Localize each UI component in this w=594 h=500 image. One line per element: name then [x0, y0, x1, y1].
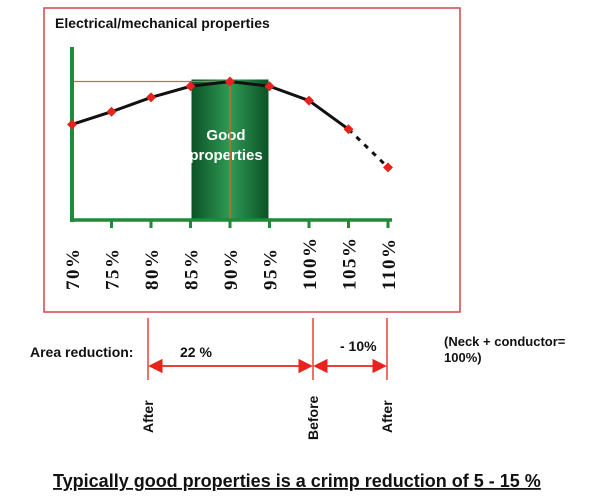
marker-before: Before: [305, 395, 321, 440]
data-point-80pct: [146, 92, 156, 103]
data-point-110pct: [383, 162, 393, 173]
band-label-good: Good: [206, 127, 245, 144]
chart-frame: [43, 7, 461, 313]
property-curve: [71, 79, 350, 131]
chart-title: Electrical/mechanical properties: [55, 15, 270, 31]
data-point-105pct: [343, 124, 354, 135]
x-tick-label-85pct: 85%: [182, 248, 203, 291]
band-label-properties: properties: [189, 147, 262, 164]
range-10-label: - 10%: [340, 338, 377, 354]
x-tick-label-95pct: 95%: [261, 248, 282, 291]
data-point-85pct: [185, 81, 196, 92]
x-tick-label-80pct: 80%: [142, 248, 163, 291]
note-line-1: (Neck + conductor=: [444, 334, 566, 349]
data-point-95pct: [264, 81, 275, 92]
data-point-90pct: [225, 76, 235, 87]
x-tick-label-105pct: 105%: [340, 237, 361, 291]
marker-after-left: After: [140, 400, 156, 433]
marker-after-right: After: [379, 400, 395, 433]
footer-text: Typically good properties is a crimp red…: [53, 471, 541, 491]
data-point-70pct: [67, 119, 77, 130]
range-22-label: 22 %: [180, 344, 212, 360]
data-point-100pct: [304, 95, 314, 106]
x-tick-label-75pct: 75%: [103, 248, 124, 291]
property-curve-extrapolated: [347, 128, 390, 169]
area-reduction-label: Area reduction:: [30, 344, 133, 360]
x-tick-label-100pct: 100%: [300, 237, 321, 291]
data-point-75pct: [106, 106, 117, 117]
x-tick-label-90pct: 90%: [221, 248, 242, 291]
x-tick-label-110pct: 110%: [379, 238, 400, 290]
x-tick-label-70pct: 70%: [63, 248, 84, 291]
note-line-2: 100%): [444, 350, 482, 365]
